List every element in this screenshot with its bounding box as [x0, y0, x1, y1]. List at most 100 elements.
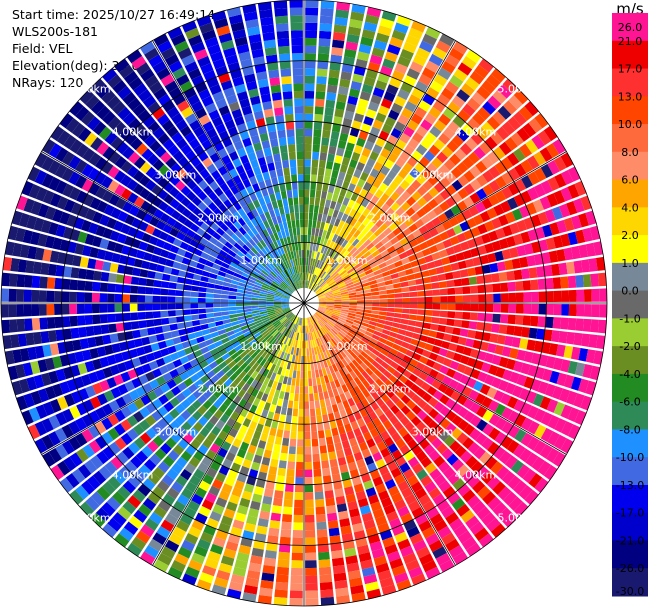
ray-gate [439, 310, 448, 318]
ray-gate [540, 411, 553, 426]
ray-gate [288, 322, 294, 330]
ray-gate [474, 64, 489, 79]
ray-gate [347, 353, 355, 362]
ray-gate [175, 138, 188, 150]
ray-gate [333, 346, 340, 354]
colorbar-swatch [612, 484, 648, 514]
ray-gate [253, 56, 266, 66]
ray-gate [411, 131, 424, 144]
ray-gate [198, 114, 211, 126]
ray-gate [213, 207, 223, 217]
ray-gate [582, 274, 592, 288]
ray-gate [412, 229, 422, 239]
ray-gate [533, 151, 547, 166]
colorbar-swatch [612, 346, 648, 375]
ray-gate [422, 231, 432, 241]
ray-gate [339, 464, 349, 474]
ray-gate [362, 181, 372, 192]
ray-gate [405, 410, 417, 421]
ray-gate [181, 20, 197, 33]
ray-gate [534, 424, 547, 439]
ray-gate [510, 459, 524, 474]
ray-gate [133, 398, 145, 410]
ray-gate [331, 313, 340, 319]
ray-gate [212, 536, 226, 548]
ray-gate [520, 402, 532, 416]
ray-gate [279, 351, 285, 360]
ray-gate [328, 339, 335, 348]
ray-gate [343, 262, 351, 270]
ray-gate [256, 206, 264, 216]
ray-gate [460, 83, 475, 97]
ray-gate [422, 415, 433, 426]
ray-gate [258, 231, 266, 240]
ray-gate [515, 280, 524, 292]
ray-gate [351, 324, 360, 331]
ray-gate [327, 267, 335, 275]
ray-gate [293, 400, 299, 409]
ray-gate [175, 475, 188, 487]
ray-gate [238, 282, 247, 288]
ray-gate [27, 346, 38, 361]
ray-gate [289, 598, 303, 606]
ray-gate [62, 226, 74, 240]
ray-gate [251, 48, 264, 59]
ray-gate [447, 303, 456, 311]
ray-gate [285, 345, 290, 354]
ray-gate [269, 520, 281, 529]
ray-gate [152, 295, 161, 303]
ray-gate [172, 238, 183, 248]
ray-gate [117, 383, 129, 396]
ray-gate [122, 393, 134, 405]
ray-gate [340, 327, 349, 334]
ray-gate [39, 276, 48, 289]
ray-gate [411, 87, 425, 100]
ray-gate [498, 141, 512, 156]
ray-gate [380, 430, 391, 441]
ray-gate [386, 293, 395, 299]
ray-gate [251, 270, 260, 277]
ray-gate [356, 434, 366, 445]
ray-gate [242, 373, 251, 383]
ray-gate [399, 179, 410, 190]
ray-gate [380, 497, 393, 508]
ray-gate [448, 216, 459, 227]
ray-gate [104, 461, 118, 475]
ray-gate [234, 36, 248, 47]
ray-gate [277, 286, 285, 292]
ray-gate [316, 529, 328, 538]
ray-gate [333, 274, 341, 281]
ray-gate [70, 267, 80, 279]
ray-gate [353, 220, 362, 230]
ray-gate [466, 357, 477, 368]
ray-gate [332, 162, 341, 172]
ray-gate [213, 293, 222, 299]
ray-gate [137, 109, 151, 123]
ray-gate [176, 520, 190, 532]
ray-gate [466, 475, 481, 489]
ray-gate [229, 337, 239, 345]
ray-gate [236, 448, 247, 459]
ray-gate [401, 308, 410, 314]
ray-gate [370, 287, 379, 293]
ring-label: 1.00km [326, 254, 368, 267]
ray-gate [164, 539, 180, 553]
ray-gate [281, 318, 288, 325]
ray-gate [206, 163, 217, 174]
ray-gate [81, 111, 95, 126]
ray-gate [246, 319, 255, 325]
ray-gate [322, 414, 329, 423]
ray-gate [473, 146, 486, 160]
ray-gate [318, 205, 325, 215]
ray-gate [431, 345, 441, 355]
ray-gate [306, 317, 309, 326]
ray-gate [314, 286, 321, 293]
ray-gate [163, 401, 175, 413]
ray-gate [363, 309, 372, 314]
ray-gate [521, 268, 530, 280]
ray-gate [457, 109, 471, 123]
ray-gate [202, 196, 213, 207]
ray-gate [321, 316, 329, 322]
ray-gate [153, 87, 167, 101]
ray-gate [235, 431, 245, 442]
